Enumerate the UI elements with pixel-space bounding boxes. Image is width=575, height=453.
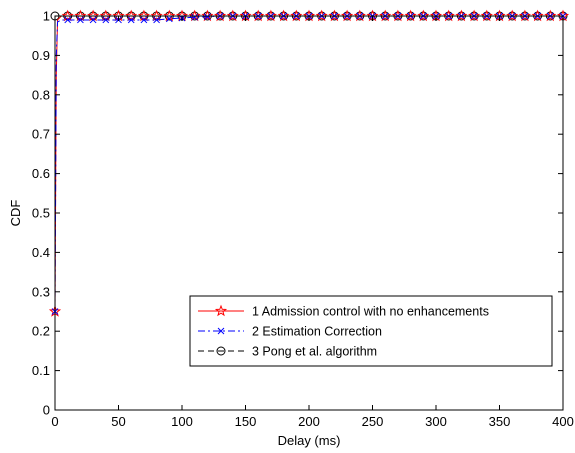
x-tick-label: 50 (111, 414, 125, 429)
legend-label: 3 Pong et al. algorithm (252, 345, 377, 359)
x-axis: 0 50 100 150 200 250 300 350 400 (51, 16, 574, 429)
data-point (480, 9, 493, 22)
data-point (188, 9, 201, 22)
data-point (61, 9, 74, 22)
data-point (102, 16, 110, 24)
x-tick-label: 350 (489, 414, 511, 429)
legend-marker (217, 327, 225, 335)
data-point (74, 9, 87, 22)
data-point (125, 9, 138, 22)
data-point (204, 13, 211, 21)
legend-marker (214, 304, 228, 317)
data-point (544, 9, 557, 22)
data-point (86, 9, 100, 22)
x-tick-label: 150 (235, 414, 257, 429)
data-point (213, 9, 227, 22)
legend-label: 2 Estimation Correction (252, 325, 382, 339)
data-point (140, 16, 148, 24)
x-tick-label: 200 (298, 414, 320, 429)
data-point (201, 9, 214, 22)
legend-label: 1 Admission control with no enhancements (252, 305, 489, 319)
y-tick-label: 0.5 (32, 206, 50, 221)
data-point (353, 9, 366, 22)
y-tick-label: 0 (43, 403, 50, 418)
x-axis-label: Delay (ms) (278, 433, 341, 448)
data-point (404, 9, 417, 22)
y-tick-label: 0.3 (32, 284, 50, 299)
y-tick-label: 1 (43, 9, 50, 24)
data-point (99, 9, 112, 22)
legend: 1 Admission control with no enhancements… (189, 295, 553, 367)
data-point (277, 9, 290, 22)
data-point (506, 9, 519, 22)
legend-marker (216, 346, 226, 356)
data-point (77, 16, 84, 24)
data-point (226, 9, 239, 22)
data-point (290, 9, 303, 22)
x-tick-label: 0 (51, 414, 58, 429)
y-axis: 0 0.1 0.2 0.3 0.4 0.5 0.6 0.7 0.8 0.9 1 (32, 9, 563, 418)
data-point (264, 9, 278, 22)
data-point (165, 15, 173, 23)
x-tick-label: 100 (171, 414, 193, 429)
data-point (467, 9, 481, 22)
y-tick-label: 0.7 (32, 127, 50, 142)
data-point (191, 13, 199, 21)
data-point (315, 9, 328, 22)
y-tick-label: 0.6 (32, 166, 50, 181)
data-point (252, 9, 265, 22)
y-tick-label: 0.1 (32, 363, 50, 378)
legend-box (189, 295, 553, 367)
series-line (54, 15, 563, 312)
data-point (379, 9, 392, 22)
data-point (442, 9, 455, 22)
y-tick-label: 0.4 (32, 245, 50, 260)
data-point (89, 16, 97, 24)
data-point (137, 9, 151, 22)
data-point (150, 9, 163, 22)
y-tick-label: 0.2 (32, 324, 50, 339)
data-point (340, 9, 354, 22)
data-point (531, 9, 544, 22)
x-tick-label: 300 (425, 414, 447, 429)
data-point (64, 16, 72, 24)
data-point (127, 16, 135, 24)
series-2 (51, 12, 567, 315)
data-point (328, 9, 341, 22)
data-point (153, 16, 160, 24)
data-point (391, 9, 405, 22)
data-point (455, 9, 468, 22)
y-axis-label: CDF (8, 200, 23, 227)
y-tick-label: 0.9 (32, 48, 50, 63)
x-tick-label: 400 (552, 414, 574, 429)
x-tick-label: 250 (362, 414, 384, 429)
data-point (417, 9, 430, 22)
y-tick-label: 0.8 (32, 87, 50, 102)
data-point (518, 9, 532, 22)
